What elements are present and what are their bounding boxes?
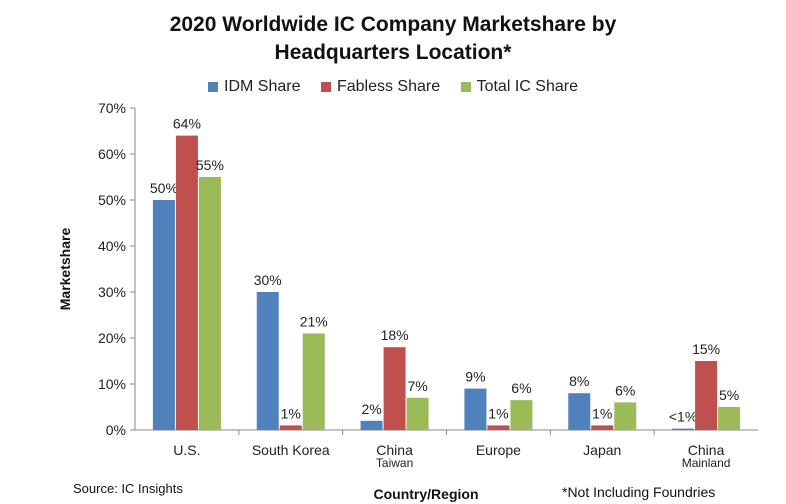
y-tick-label: 50% [98, 192, 126, 208]
y-tick-label: 0% [106, 422, 126, 438]
x-tick-label: Taiwan [376, 456, 413, 470]
data-label: 21% [300, 313, 328, 329]
bar-fabless-share [591, 425, 614, 430]
y-tick-label: 60% [98, 146, 126, 162]
bar-total-ic-share [718, 407, 741, 430]
x-tick-label: China [688, 442, 725, 458]
bar-fabless-share [175, 135, 198, 430]
x-tick-label: China [376, 442, 413, 458]
x-tick-label: South Korea [252, 442, 330, 458]
foundries-footnote: *Not Including Foundries [562, 484, 716, 500]
chart-title-line-1: 2020 Worldwide IC Company Marketshare by [169, 13, 617, 36]
bar-fabless-share [695, 361, 718, 430]
bar-total-ic-share [614, 402, 637, 430]
legend-label-idm: IDM Share [224, 78, 301, 95]
data-label: <1% [669, 409, 697, 425]
bar-idm-share [568, 393, 591, 430]
legend-item-idm: IDM Share [208, 78, 301, 96]
x-tick-label: Japan [583, 442, 621, 458]
y-tick-label: 30% [98, 284, 126, 300]
bar-total-ic-share [302, 333, 325, 430]
bar-idm-share [360, 420, 383, 430]
data-label: 18% [381, 327, 409, 343]
bar-total-ic-share [510, 400, 533, 430]
legend-item-fabless: Fabless Share [320, 78, 441, 96]
data-label: 2% [361, 401, 381, 417]
data-label: 55% [196, 157, 224, 173]
source-note: Source: IC Insights [73, 481, 183, 496]
x-axis-title: Country/Region [374, 486, 479, 502]
bar-total-ic-share [406, 397, 429, 430]
legend-label-fabless: Fabless Share [336, 78, 441, 95]
legend: IDM Share Fabless Share Total IC Share [0, 78, 786, 97]
legend-item-total: Total IC Share [460, 78, 578, 96]
x-tick-label: Europe [476, 442, 521, 458]
bar-idm-share [152, 200, 175, 430]
y-tick-label: 40% [98, 238, 126, 254]
data-label: 50% [150, 180, 178, 196]
data-label: 1% [281, 405, 301, 421]
legend-swatch-total [460, 82, 471, 92]
bar-fabless-share [279, 425, 302, 430]
data-label: 1% [488, 405, 508, 421]
bar-total-ic-share [198, 177, 221, 430]
bar-idm-share [256, 292, 279, 430]
bar-fabless-share [487, 425, 510, 430]
y-tick-label: 20% [98, 330, 126, 346]
data-label: 15% [692, 341, 720, 357]
legend-label-total: Total IC Share [476, 78, 578, 95]
data-label: 1% [592, 405, 612, 421]
data-label: 8% [569, 373, 589, 389]
y-axis-title: Marketshare [57, 228, 73, 311]
data-label: 30% [254, 272, 282, 288]
data-label: 6% [615, 382, 635, 398]
legend-swatch-idm [208, 82, 219, 92]
x-tick-label: Mainland [682, 456, 731, 470]
x-tick-label: U.S. [173, 442, 200, 458]
data-label: 9% [465, 369, 485, 385]
bar-fabless-share [383, 347, 406, 430]
y-tick-label: 10% [98, 376, 126, 392]
data-label: 7% [407, 378, 427, 394]
chart-title-line-2: Headquarters Location* [274, 41, 512, 64]
data-label: 6% [511, 380, 531, 396]
bar-idm-share [464, 388, 487, 430]
data-label: 64% [173, 116, 201, 132]
y-tick-label: 70% [98, 100, 126, 116]
legend-swatch-fabless [320, 82, 331, 92]
data-label: 5% [719, 387, 739, 403]
bar-idm-share [672, 428, 695, 430]
